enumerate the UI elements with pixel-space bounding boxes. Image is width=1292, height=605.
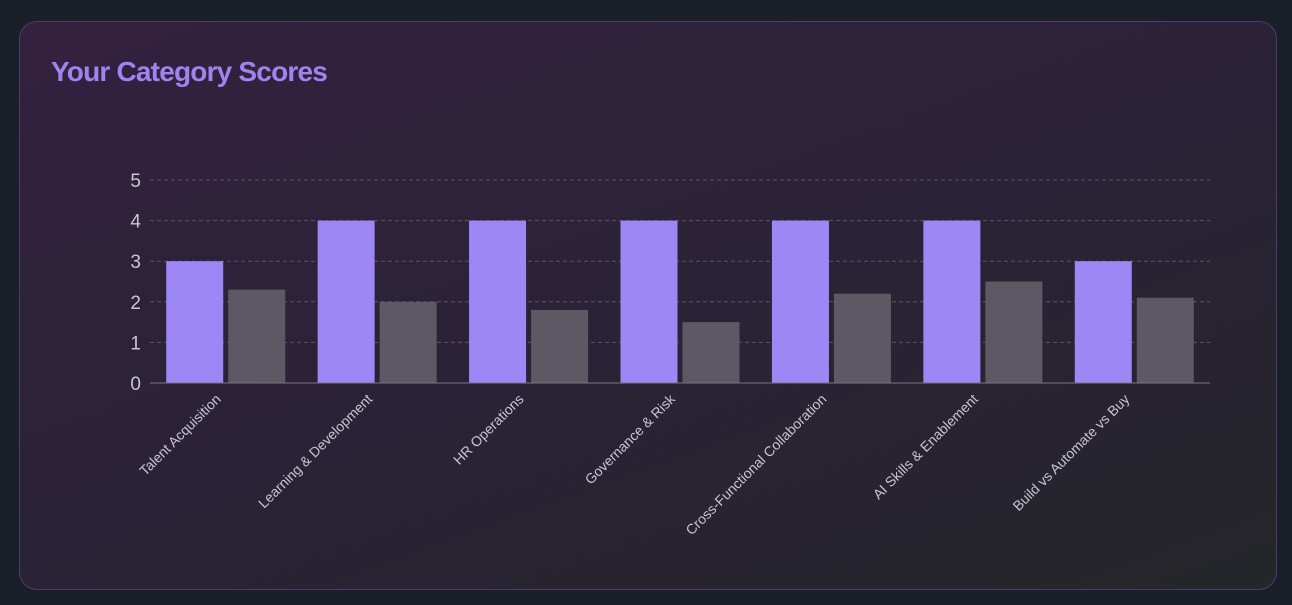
x-tick-label: AI Skills & Enablement bbox=[870, 391, 982, 503]
bar-series-2 bbox=[531, 309, 589, 383]
bar-series-1 bbox=[1074, 261, 1132, 383]
x-axis: Talent Acquisition Learning & Development… bbox=[136, 390, 1132, 538]
y-axis: 0 1 2 3 4 5 bbox=[130, 171, 141, 395]
grid-lines bbox=[150, 179, 1210, 384]
bar-series-2 bbox=[682, 322, 740, 383]
bar-series-2 bbox=[833, 293, 891, 383]
bar-series-1 bbox=[771, 220, 829, 383]
bar-series-2 bbox=[228, 289, 286, 383]
bar-series-1 bbox=[620, 220, 678, 383]
x-tick-label: Build vs Automate vs Buy bbox=[1009, 391, 1132, 514]
x-tick-label: HR Operations bbox=[450, 391, 527, 468]
card-title: Your Category Scores bbox=[51, 56, 328, 87]
bar-series-2 bbox=[379, 301, 437, 383]
y-tick-label: 4 bbox=[130, 212, 141, 233]
y-tick-label: 0 bbox=[130, 374, 141, 395]
x-tick-label: Cross-Functional Collaboration bbox=[682, 391, 829, 538]
bar-series-1 bbox=[166, 261, 224, 383]
y-tick-label: 1 bbox=[130, 333, 141, 354]
bar-series-1 bbox=[923, 220, 981, 383]
bar-series-2 bbox=[1136, 297, 1194, 383]
y-tick-label: 5 bbox=[130, 171, 141, 192]
x-tick-label: Learning & Development bbox=[255, 391, 375, 511]
bars bbox=[166, 220, 1194, 383]
x-tick-label: Talent Acquisition bbox=[136, 391, 224, 479]
y-tick-label: 2 bbox=[130, 293, 141, 314]
x-tick-label: Governance & Risk bbox=[582, 390, 679, 487]
bar-series-1 bbox=[469, 220, 527, 383]
y-tick-label: 3 bbox=[130, 252, 141, 273]
bar-series-1 bbox=[317, 220, 375, 383]
bar-series-2 bbox=[985, 281, 1043, 383]
